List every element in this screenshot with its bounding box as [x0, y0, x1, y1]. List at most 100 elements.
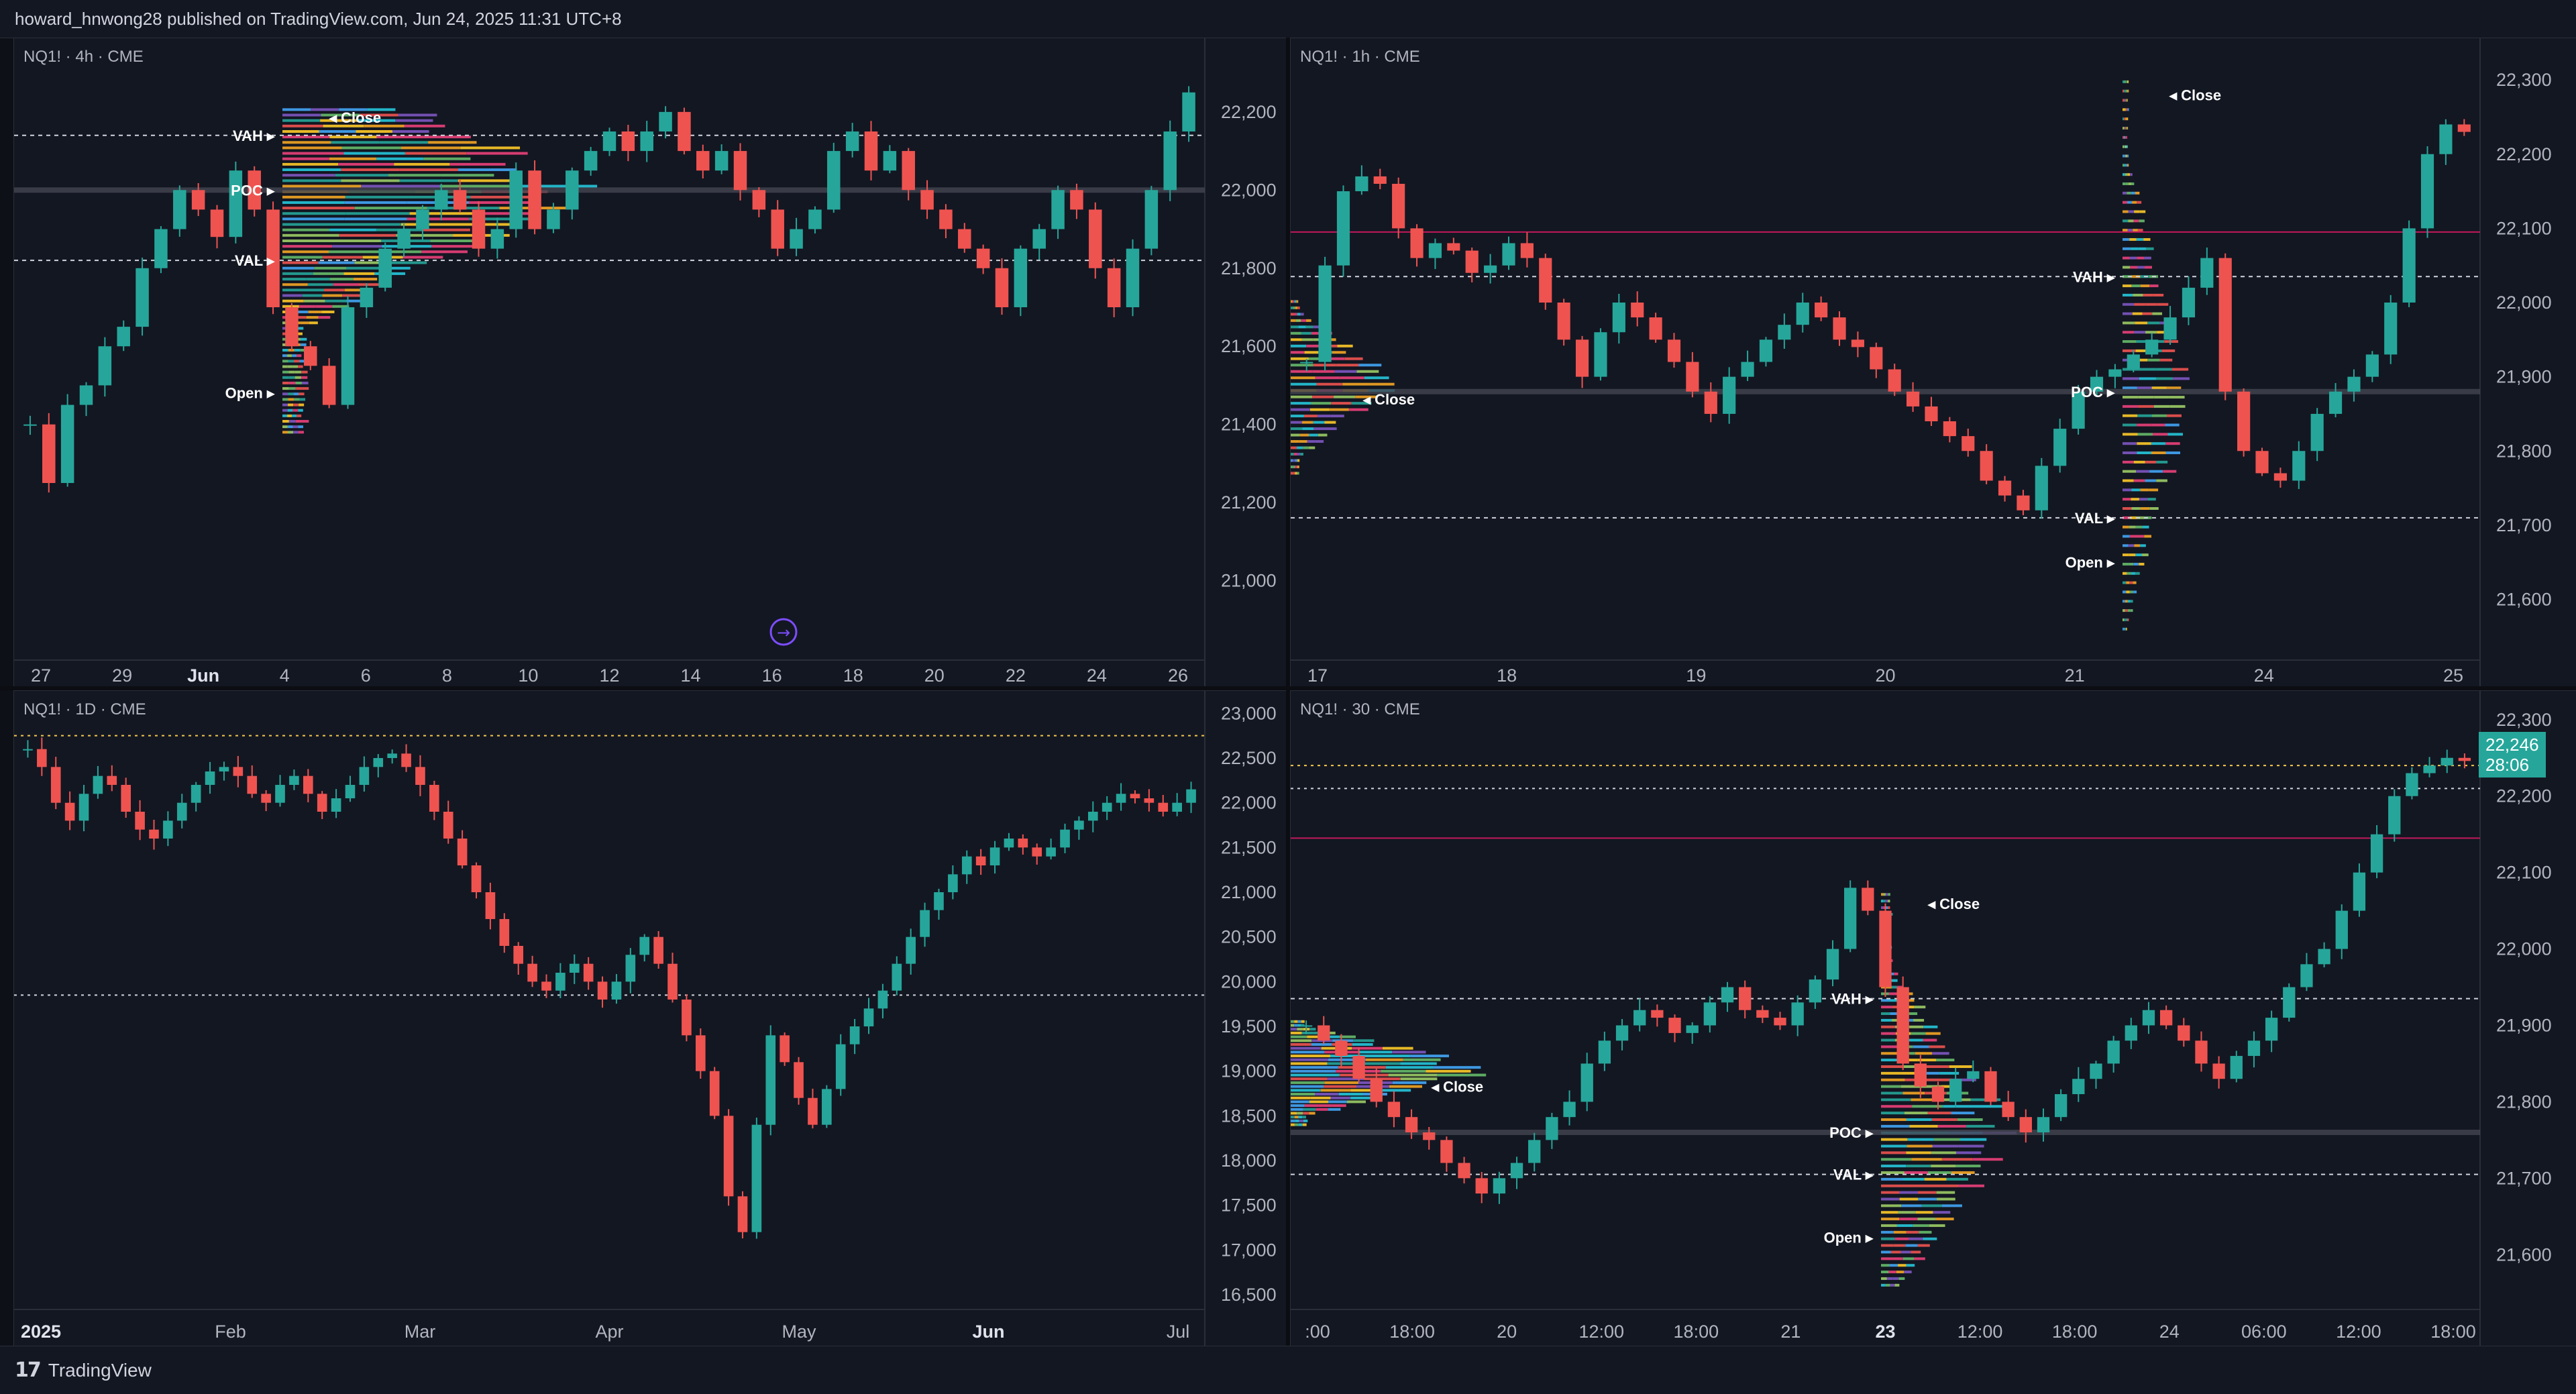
candle-body — [378, 248, 392, 288]
tradingview-logo[interactable]: 17 TradingView — [0, 1358, 152, 1382]
candle — [1387, 1091, 1401, 1128]
profile-bar — [1292, 300, 1295, 303]
y-tick-label: 16,500 — [1221, 1285, 1277, 1305]
y-tick-label: 22,000 — [2496, 939, 2552, 959]
chart-panel-4h[interactable]: 22,200 22,000 21,800 21,600 21,400 21,200 21,0… — [13, 38, 1287, 688]
profile-bar — [2137, 414, 2152, 417]
candle — [1318, 256, 1332, 371]
x-tick-label: 25 — [2443, 665, 2463, 686]
candle — [2212, 1056, 2225, 1089]
profile-bar — [2123, 293, 2133, 297]
profile-bar — [328, 250, 375, 254]
chart-panel-1d[interactable]: 23,000 22,500 22,000 21,500 21,000 20,500 20,0… — [13, 690, 1287, 1347]
candle-body — [2402, 228, 2416, 303]
y-tick-label: 21,000 — [1221, 571, 1277, 591]
candle — [682, 994, 692, 1042]
chart-panel-1h[interactable]: 22,300 22,200 22,100 22,000 21,900 21,800 21,7… — [1290, 38, 2576, 688]
profile-bar — [1385, 1066, 1434, 1069]
profile-bar — [2140, 488, 2149, 492]
candle — [2335, 904, 2348, 959]
candle-body — [416, 209, 429, 229]
profile-bar — [400, 223, 461, 226]
profile-bar — [2129, 553, 2136, 557]
profile-bar — [322, 294, 343, 297]
candle-body — [397, 229, 411, 249]
candle-body — [1107, 268, 1121, 307]
profile-bar — [1892, 1277, 1899, 1280]
profile-bar — [2135, 358, 2148, 362]
profile-bar — [2164, 340, 2179, 343]
candle — [2090, 370, 2104, 396]
profile-bar — [287, 354, 292, 358]
candle-body — [1739, 987, 1752, 1010]
profile-bar — [1904, 1112, 1928, 1115]
candle — [2182, 276, 2196, 325]
profile-bar — [1906, 1165, 1931, 1168]
profile-bar — [2127, 191, 2131, 195]
profile-bar — [1958, 1184, 1985, 1187]
candle-body — [1598, 1040, 1611, 1064]
profile-bar — [1924, 1177, 1947, 1181]
profile-bar — [2123, 516, 2130, 519]
profile-bar — [1311, 402, 1332, 405]
x-tick-label: Apr — [595, 1322, 623, 1342]
candle — [233, 755, 244, 788]
profile-bar — [1899, 1218, 1918, 1221]
candle — [653, 930, 663, 969]
profile-bar — [2127, 609, 2131, 612]
candle — [1598, 1031, 1611, 1071]
profile-bar — [1888, 906, 1890, 910]
candle — [2108, 364, 2122, 388]
candle-body — [2384, 303, 2398, 355]
x-tick-label: 18:00 — [2430, 1322, 2476, 1342]
profile-bar — [2123, 247, 2131, 250]
chart-panel-30m[interactable]: 22,300 22,200 22,100 22,000 21,900 21,800 21,7… — [1290, 690, 2576, 1347]
profile-bar — [1314, 1093, 1339, 1096]
profile-label-vah: VAH ▸ — [233, 127, 275, 144]
candle — [2090, 1061, 2102, 1089]
profile-bar — [1919, 1230, 1932, 1234]
y-tick-label: 22,300 — [2496, 70, 2552, 90]
profile-bar — [301, 376, 308, 379]
candle — [939, 204, 953, 239]
profile-bar — [1330, 1096, 1351, 1100]
profile-bar — [2124, 117, 2126, 121]
candle-body — [1074, 820, 1084, 830]
profile-bar — [1301, 1020, 1305, 1023]
candle — [1949, 1068, 1962, 1108]
candle-body — [1594, 332, 1607, 377]
candle — [154, 226, 168, 274]
profile-bar — [354, 261, 391, 264]
profile-bar — [2137, 201, 2142, 204]
profile-bar — [1957, 1118, 1983, 1121]
pane-divider-horizontal[interactable] — [0, 686, 2576, 690]
profile-bar — [1904, 1271, 1912, 1274]
profile-label-vah: VAH ▸ — [2073, 268, 2115, 285]
profile-bar — [1898, 1211, 1916, 1214]
profile-label-close: ◂ Close — [1927, 896, 1980, 912]
profile-bar — [1291, 421, 1302, 424]
pane-divider-vertical[interactable] — [1286, 38, 1290, 1346]
profile-bar — [1911, 1158, 1942, 1161]
candle-body — [2423, 765, 2436, 773]
candle-body — [1070, 190, 1083, 210]
candle-body — [1510, 1163, 1523, 1179]
profile-bar — [295, 310, 309, 313]
profile-bar — [1291, 1116, 1295, 1119]
profile-bar — [1918, 1197, 1937, 1201]
candle-body — [191, 190, 205, 210]
candle — [2145, 333, 2159, 358]
profile-bar — [1885, 906, 1888, 910]
profile-bar — [402, 256, 443, 259]
candle — [794, 1057, 804, 1105]
candle-body — [443, 812, 453, 839]
candle-body — [2159, 1010, 2173, 1026]
profile-bar — [2123, 600, 2125, 603]
candle-body — [625, 955, 636, 982]
profile-bar — [428, 141, 477, 144]
candle-body — [163, 820, 173, 839]
profile-bar — [2127, 117, 2129, 121]
candle-body — [429, 785, 439, 812]
profile-bar — [2123, 284, 2132, 288]
candle-body — [1018, 839, 1028, 848]
